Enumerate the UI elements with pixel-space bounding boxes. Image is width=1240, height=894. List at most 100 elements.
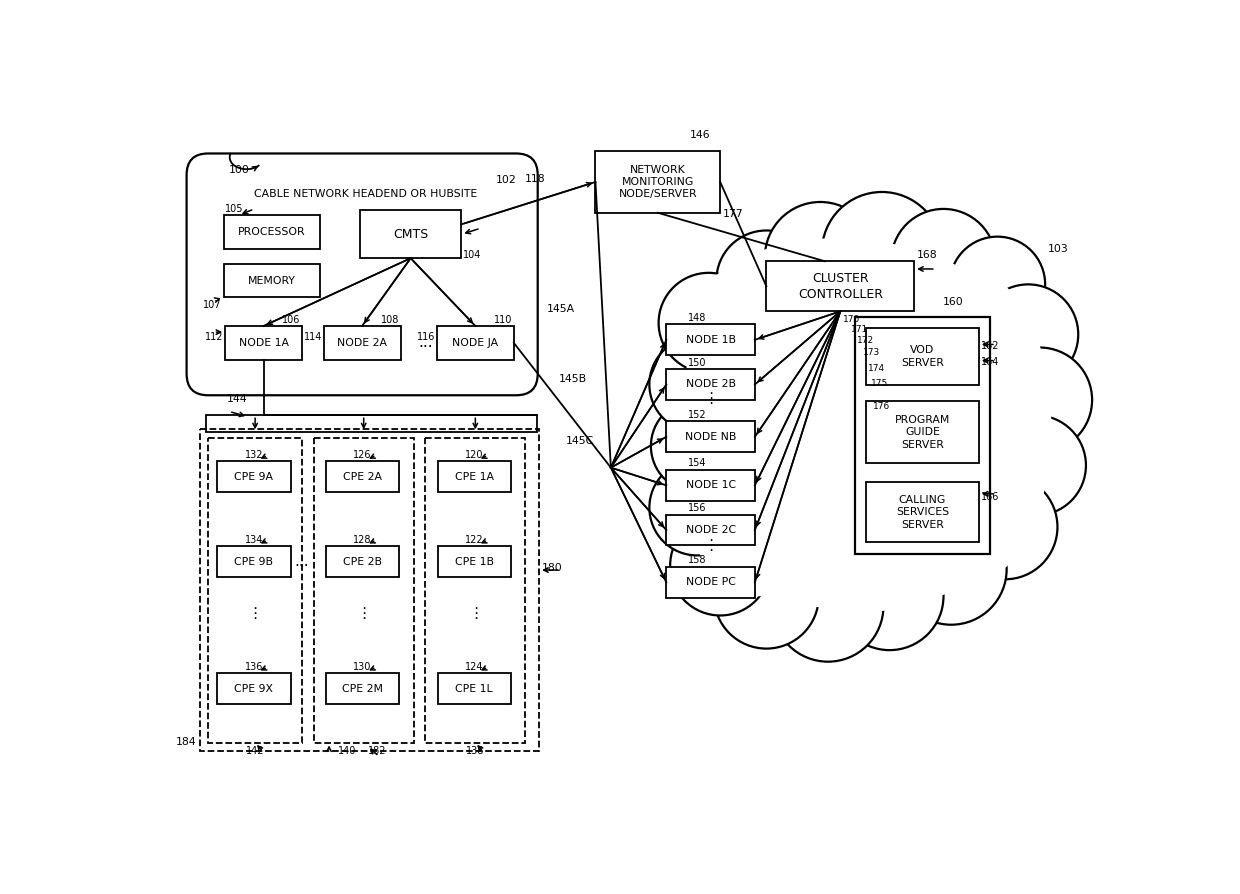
Text: 132: 132 [244, 450, 263, 460]
Circle shape [986, 416, 1086, 515]
Text: 120: 120 [465, 450, 484, 460]
Text: 164: 164 [981, 357, 999, 367]
Text: 103: 103 [1048, 244, 1068, 254]
Text: 166: 166 [981, 492, 999, 502]
Text: 174: 174 [868, 364, 885, 373]
Circle shape [978, 284, 1079, 384]
FancyBboxPatch shape [866, 401, 978, 463]
Text: CLUSTER
CONTROLLER: CLUSTER CONTROLLER [797, 272, 883, 300]
Text: 171: 171 [851, 325, 868, 334]
Text: NETWORK
MONITORING
NODE/SERVER: NETWORK MONITORING NODE/SERVER [619, 164, 697, 199]
Ellipse shape [682, 257, 836, 596]
FancyBboxPatch shape [666, 421, 755, 452]
Circle shape [650, 460, 745, 555]
FancyBboxPatch shape [217, 546, 290, 577]
FancyBboxPatch shape [595, 151, 720, 213]
Circle shape [658, 273, 759, 373]
Ellipse shape [898, 273, 1052, 581]
Text: 138: 138 [466, 746, 485, 756]
Text: CALLING
SERVICES
SERVER: CALLING SERVICES SERVER [895, 495, 949, 530]
Text: 145C: 145C [567, 436, 594, 446]
FancyBboxPatch shape [324, 326, 401, 360]
Text: VOD
SERVER: VOD SERVER [901, 345, 944, 367]
Circle shape [895, 514, 1007, 625]
Text: 170: 170 [843, 316, 861, 325]
Text: 104: 104 [463, 250, 481, 260]
Text: CMTS: CMTS [393, 228, 428, 240]
Text: 134: 134 [244, 535, 263, 544]
Text: CPE 9A: CPE 9A [234, 472, 274, 482]
FancyBboxPatch shape [666, 470, 755, 501]
Text: 145B: 145B [558, 375, 587, 384]
Text: 100: 100 [229, 165, 249, 175]
Circle shape [714, 544, 818, 648]
Circle shape [682, 242, 1052, 611]
Text: 106: 106 [283, 316, 300, 325]
Text: PROGRAM
GUIDE
SERVER: PROGRAM GUIDE SERVER [894, 415, 950, 450]
Text: NODE 1C: NODE 1C [686, 480, 735, 490]
Text: CABLE NETWORK HEADEND OR HUBSITE: CABLE NETWORK HEADEND OR HUBSITE [254, 189, 477, 198]
Text: CPE 9X: CPE 9X [234, 684, 274, 694]
Ellipse shape [689, 438, 982, 608]
Text: 110: 110 [494, 316, 512, 325]
Text: 142: 142 [246, 746, 264, 756]
FancyBboxPatch shape [854, 316, 990, 554]
Text: ⋮: ⋮ [248, 606, 263, 621]
Text: PROCESSOR: PROCESSOR [238, 227, 305, 237]
Text: 130: 130 [353, 662, 372, 671]
Text: 145A: 145A [547, 304, 575, 314]
Text: NODE 1B: NODE 1B [686, 335, 735, 345]
Text: 160: 160 [942, 298, 963, 308]
Text: CPE 2M: CPE 2M [342, 684, 383, 694]
Ellipse shape [682, 238, 990, 438]
FancyBboxPatch shape [326, 461, 399, 493]
Circle shape [987, 348, 1092, 452]
FancyBboxPatch shape [360, 210, 461, 258]
Text: 140: 140 [337, 746, 356, 756]
Text: 126: 126 [353, 450, 372, 460]
Circle shape [836, 543, 944, 650]
Text: ...: ... [295, 554, 310, 569]
Text: NODE 2A: NODE 2A [337, 338, 387, 348]
Text: 182: 182 [367, 746, 386, 756]
Text: 177: 177 [723, 209, 743, 219]
Text: ⋮: ⋮ [703, 538, 718, 552]
Text: NODE 2C: NODE 2C [686, 525, 735, 535]
Text: 116: 116 [417, 332, 435, 342]
Text: 154: 154 [688, 459, 707, 468]
Text: NODE 2B: NODE 2B [686, 379, 735, 390]
Text: CPE 1A: CPE 1A [455, 472, 494, 482]
Circle shape [822, 192, 942, 312]
Text: 128: 128 [353, 535, 372, 544]
Text: 148: 148 [688, 313, 707, 323]
Text: 114: 114 [304, 332, 322, 342]
Text: 146: 146 [689, 131, 711, 140]
Circle shape [952, 475, 1058, 579]
Text: NODE 1A: NODE 1A [238, 338, 289, 348]
FancyBboxPatch shape [223, 215, 320, 249]
Text: MEMORY: MEMORY [248, 275, 295, 285]
Text: 124: 124 [465, 662, 484, 671]
Text: 150: 150 [688, 358, 707, 367]
Text: 176: 176 [873, 402, 890, 411]
Text: 102: 102 [495, 175, 516, 185]
FancyBboxPatch shape [326, 673, 399, 704]
FancyBboxPatch shape [217, 673, 290, 704]
FancyBboxPatch shape [666, 369, 755, 400]
FancyBboxPatch shape [666, 325, 755, 355]
Circle shape [670, 515, 770, 615]
Text: 112: 112 [205, 332, 223, 342]
Text: NODE JA: NODE JA [453, 338, 498, 348]
Text: 173: 173 [863, 349, 880, 358]
Text: NODE PC: NODE PC [686, 578, 735, 587]
Text: 168: 168 [916, 249, 937, 260]
Text: NODE NB: NODE NB [684, 432, 737, 442]
Text: CPE 2A: CPE 2A [343, 472, 382, 482]
Text: 122: 122 [465, 535, 484, 544]
Text: 152: 152 [688, 410, 707, 420]
FancyBboxPatch shape [217, 461, 290, 493]
FancyBboxPatch shape [766, 261, 914, 311]
FancyBboxPatch shape [438, 546, 511, 577]
Circle shape [892, 209, 996, 314]
FancyBboxPatch shape [326, 546, 399, 577]
